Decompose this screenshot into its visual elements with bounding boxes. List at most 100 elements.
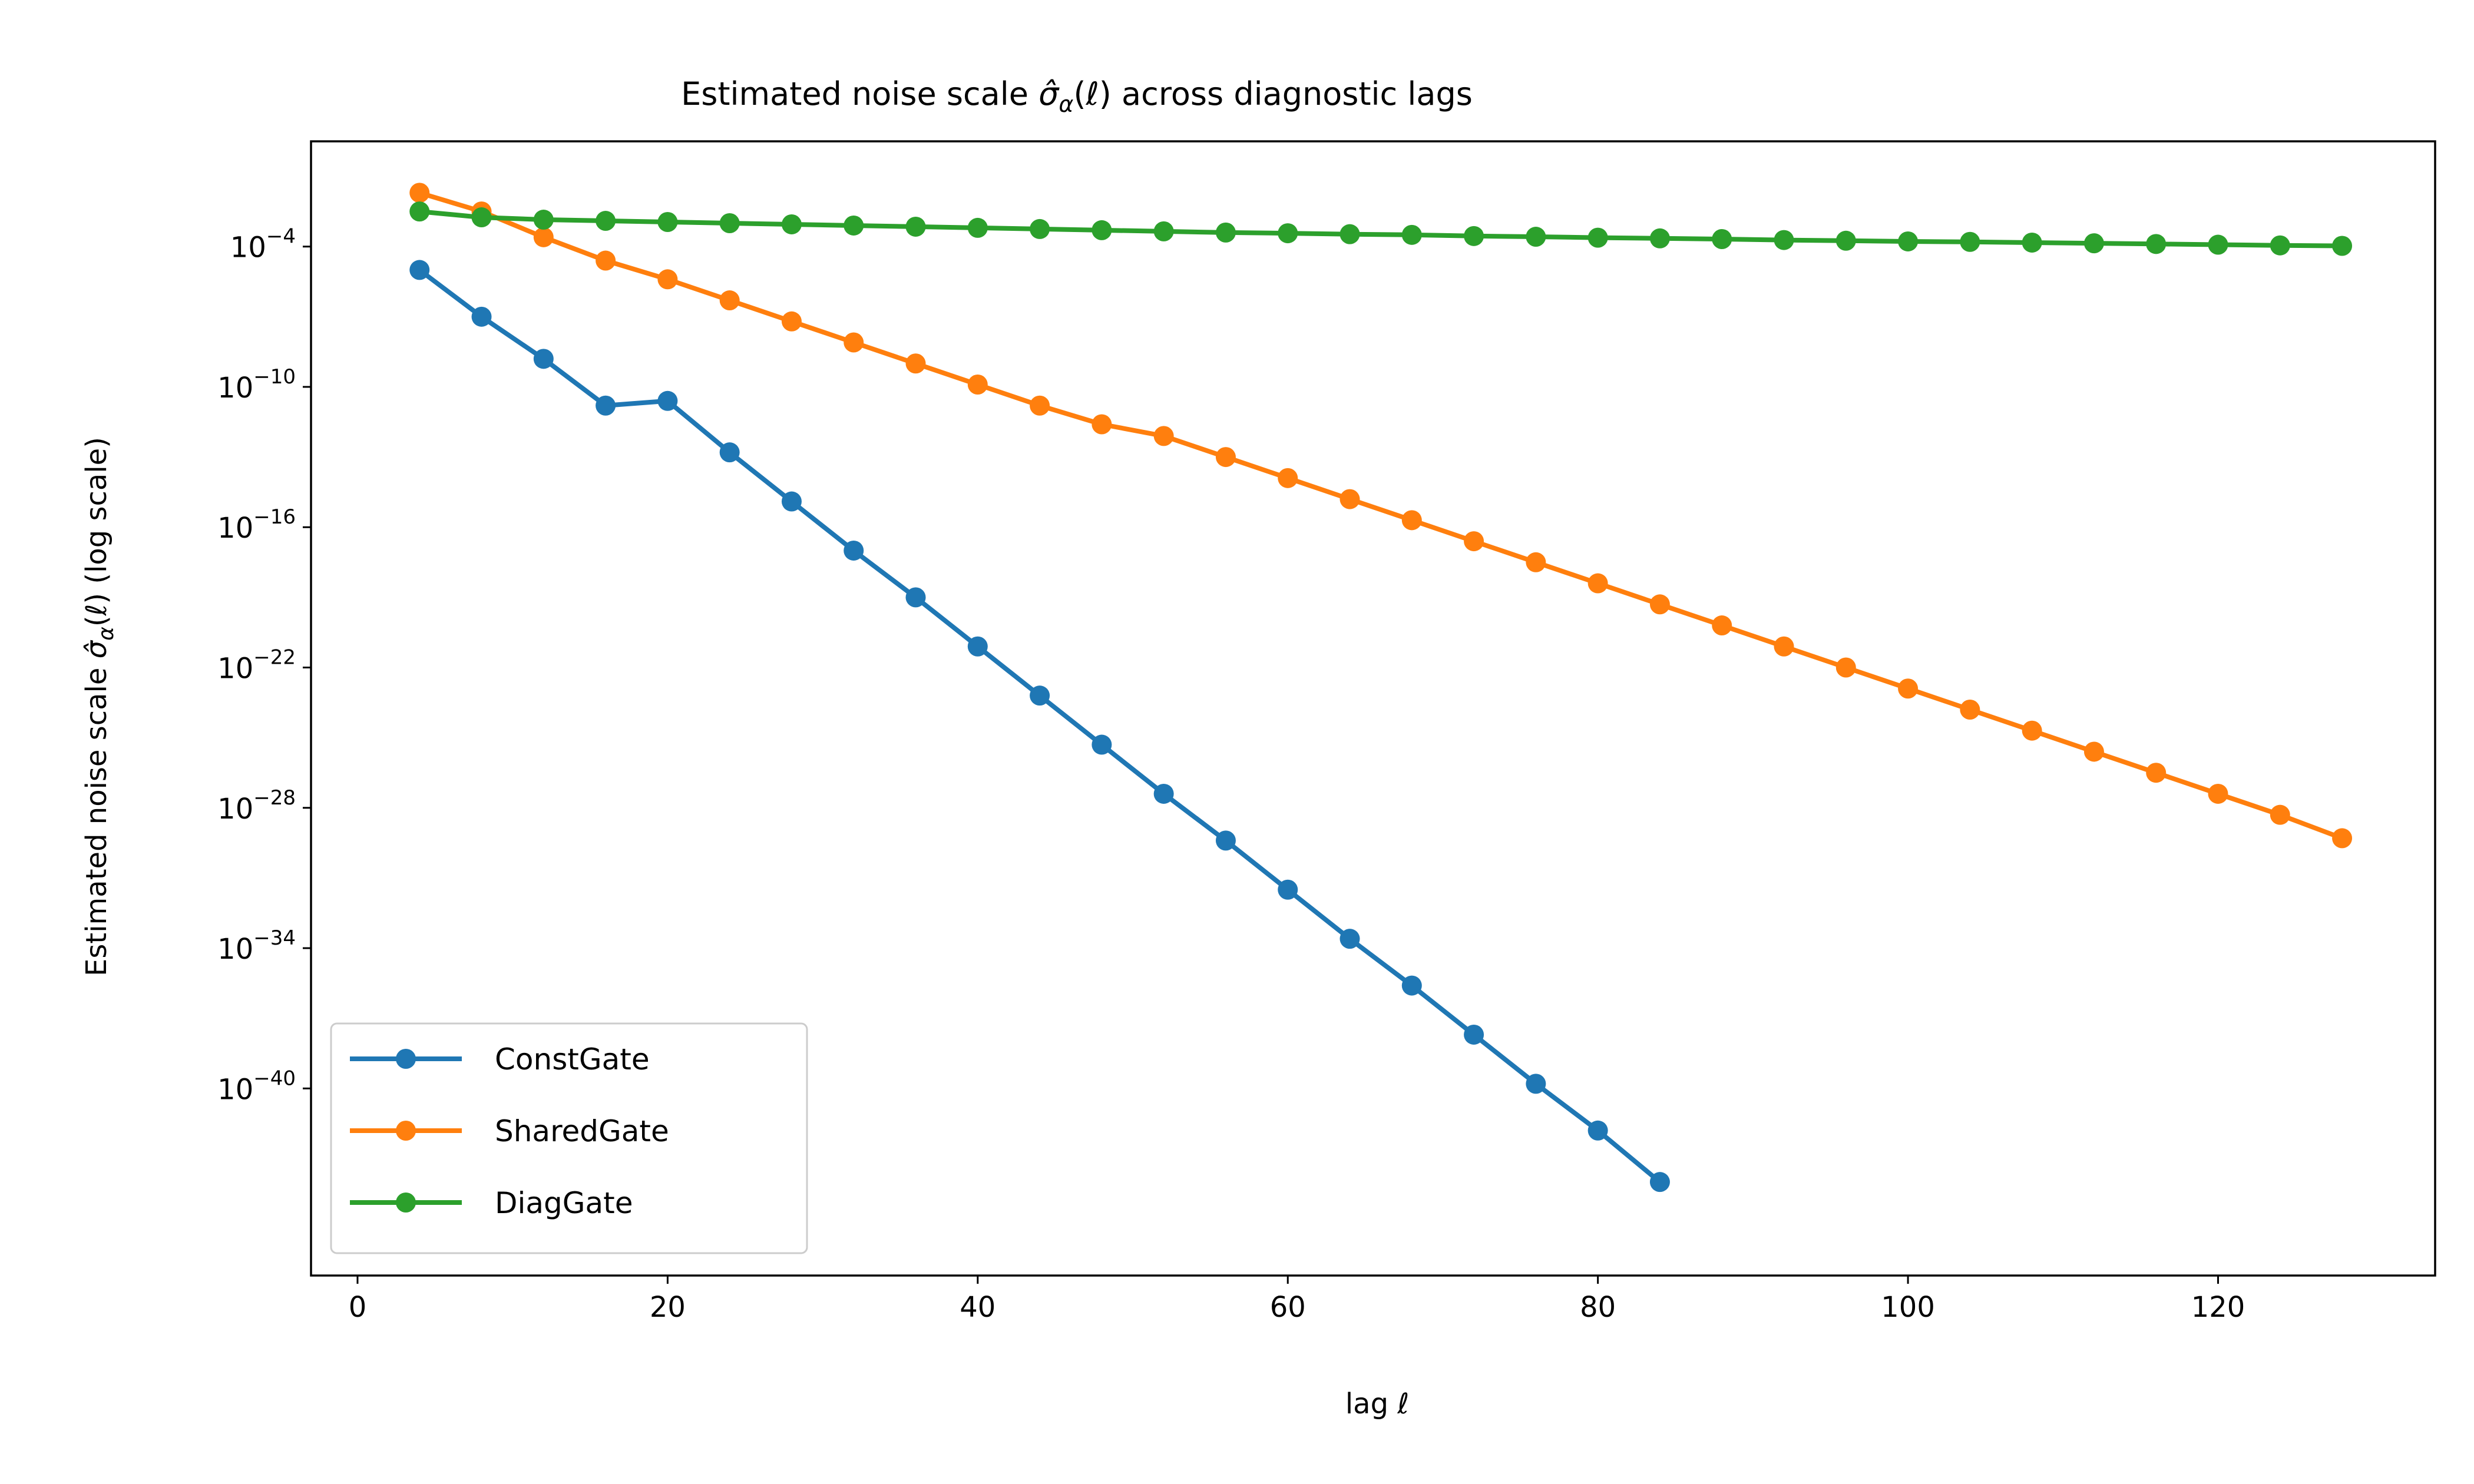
data-point-diaggate	[905, 216, 926, 237]
data-point-sharedgate	[1092, 414, 1112, 435]
data-point-sharedgate	[1587, 573, 1608, 594]
series-layer	[409, 183, 2353, 1192]
y-tick-label: 10−22	[217, 646, 296, 685]
ticks-layer: 0 20 40 60 80 100 120 10−4 10−10 10−16 10−22 10−28 1…	[217, 225, 2245, 1324]
data-point-constgate	[657, 390, 678, 411]
legend-box	[330, 1022, 808, 1254]
legend-marker-diaggate	[396, 1192, 416, 1213]
data-point-sharedgate	[719, 290, 740, 311]
series-line-diaggate	[419, 209, 2343, 249]
data-point-sharedgate	[409, 183, 430, 203]
data-point-sharedgate	[844, 332, 864, 353]
data-point-sharedgate	[2208, 783, 2228, 804]
legend-marker-sharedgate	[396, 1121, 416, 1141]
data-point-constgate	[1401, 975, 1422, 996]
y-tick-label: 10−10	[217, 365, 296, 405]
y-axis-label: Estimated noise scale σ̂α(ℓ) (log scale)	[80, 437, 118, 976]
data-point-sharedgate	[2146, 763, 2167, 783]
data-point-diaggate	[1587, 227, 1608, 248]
data-point-constgate	[1526, 1074, 1546, 1094]
legend-label-sharedgate: SharedGate	[495, 1114, 669, 1148]
data-point-diaggate	[1649, 228, 1670, 249]
data-point-constgate	[1092, 734, 1112, 755]
x-axis-label: lag ℓ	[1345, 1387, 1409, 1420]
data-point-constgate	[781, 491, 802, 512]
data-point-constgate	[905, 587, 926, 608]
data-point-sharedgate	[967, 374, 988, 395]
data-point-diaggate	[2083, 233, 2104, 254]
data-point-constgate	[844, 540, 864, 561]
data-point-diaggate	[2270, 235, 2290, 256]
data-point-diaggate	[471, 207, 492, 228]
data-point-diaggate	[1401, 224, 1422, 245]
data-point-diaggate	[2022, 232, 2042, 253]
x-tick-label: 100	[1881, 1291, 1935, 1324]
data-point-diaggate	[1835, 230, 1856, 251]
y-tick-label: 10−4	[230, 225, 296, 264]
data-point-sharedgate	[2022, 720, 2042, 741]
data-point-sharedgate	[2083, 741, 2104, 762]
data-point-diaggate	[533, 210, 554, 230]
data-point-sharedgate	[2270, 804, 2290, 825]
data-point-constgate	[1649, 1172, 1670, 1192]
data-point-constgate	[1339, 929, 1360, 949]
data-point-diaggate	[967, 217, 988, 238]
data-point-constgate	[471, 306, 492, 327]
data-point-sharedgate	[1030, 395, 1050, 416]
data-point-sharedgate	[1774, 636, 1794, 657]
data-point-sharedgate	[1649, 594, 1670, 615]
data-point-diaggate	[719, 213, 740, 233]
legend-label-diaggate: DiagGate	[495, 1186, 633, 1220]
x-tick-label: 20	[650, 1291, 686, 1324]
data-point-sharedgate	[781, 311, 802, 332]
data-point-sharedgate	[1712, 615, 1732, 636]
series-line-sharedgate	[419, 190, 2343, 841]
data-point-diaggate	[1215, 222, 1236, 243]
x-tick-label: 40	[960, 1291, 995, 1324]
data-point-diaggate	[2208, 234, 2228, 255]
x-tick-label: 0	[349, 1291, 367, 1324]
data-point-diaggate	[844, 215, 864, 236]
chart-title: Estimated noise scale σ̂α(ℓ) across diag…	[681, 75, 1473, 117]
data-point-diaggate	[1526, 227, 1546, 247]
y-tick-label: 10−16	[217, 505, 296, 545]
data-point-sharedgate	[1835, 657, 1856, 678]
data-point-sharedgate	[596, 250, 616, 271]
data-point-sharedgate	[2332, 828, 2353, 849]
data-point-constgate	[1464, 1024, 1484, 1045]
data-point-sharedgate	[1339, 489, 1360, 509]
data-point-diaggate	[1278, 223, 1298, 244]
data-point-constgate	[1278, 879, 1298, 900]
legend-marker-constgate	[396, 1049, 416, 1069]
x-tick-label: 120	[2191, 1291, 2245, 1324]
x-tick-label: 80	[1580, 1291, 1616, 1324]
data-point-diaggate	[409, 201, 430, 222]
plot-frame	[310, 140, 2436, 1277]
data-point-constgate	[719, 442, 740, 463]
data-point-constgate	[1153, 783, 1174, 804]
data-point-constgate	[1215, 830, 1236, 851]
x-tick-label: 60	[1270, 1291, 1306, 1324]
data-point-sharedgate	[533, 227, 554, 247]
data-point-sharedgate	[1526, 552, 1546, 572]
data-point-diaggate	[1898, 231, 1919, 251]
data-point-sharedgate	[905, 353, 926, 374]
y-tick-label: 10−34	[217, 926, 296, 966]
data-point-diaggate	[1092, 220, 1112, 240]
data-point-diaggate	[2332, 236, 2353, 256]
data-point-diaggate	[657, 212, 678, 233]
data-point-sharedgate	[1153, 426, 1174, 446]
data-point-constgate	[1587, 1120, 1608, 1141]
y-tick-label: 10−28	[217, 786, 296, 826]
data-point-diaggate	[1030, 218, 1050, 239]
data-point-diaggate	[2146, 234, 2167, 254]
data-point-constgate	[533, 349, 554, 369]
data-point-sharedgate	[1215, 447, 1236, 468]
data-point-diaggate	[1339, 224, 1360, 244]
data-point-sharedgate	[1898, 678, 1919, 699]
data-point-constgate	[967, 636, 988, 657]
data-point-diaggate	[1774, 230, 1794, 250]
data-point-sharedgate	[1464, 531, 1484, 552]
data-point-sharedgate	[657, 269, 678, 290]
